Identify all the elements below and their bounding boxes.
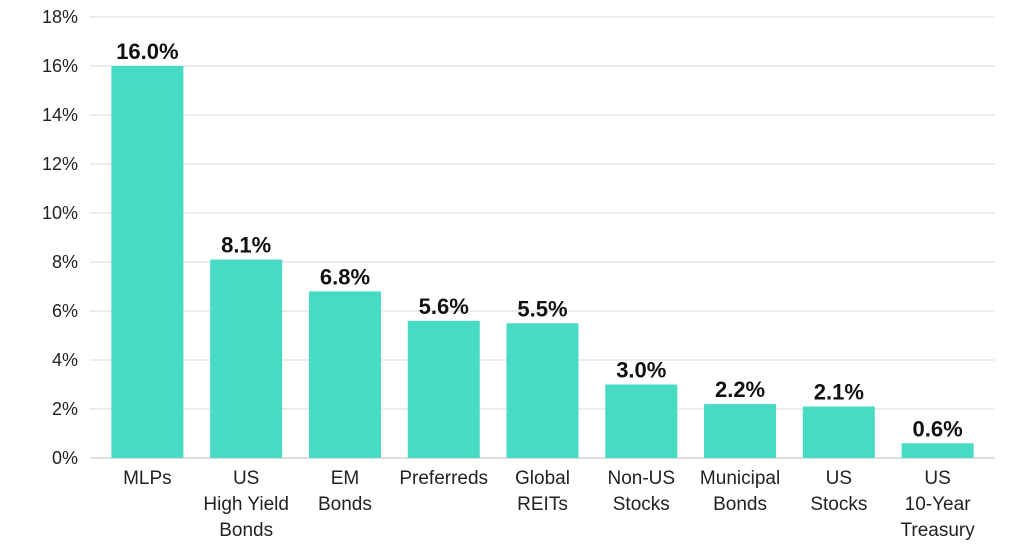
category-label: Non-US Stocks [607,468,675,515]
data-label: 2.1% [814,380,864,405]
bar [210,259,283,458]
bar [704,404,777,458]
bar [111,66,184,458]
y-tick-label: 18% [42,7,78,27]
data-label: 0.6% [913,416,963,441]
category-label: MLPs [123,468,172,489]
category-label: EM Bonds [318,468,372,515]
bar [605,384,678,458]
y-tick-label: 10% [42,203,78,223]
data-label: 16.0% [116,39,178,64]
y-tick-label: 12% [42,154,78,174]
data-label: 3.0% [616,358,666,383]
data-label: 6.8% [320,264,370,289]
y-tick-label: 0% [52,448,78,468]
category-label: US High Yield Bonds [203,468,289,541]
bar [901,443,974,458]
y-tick-label: 2% [52,399,78,419]
bar [308,291,381,458]
data-label: 2.2% [715,377,765,402]
y-tick-label: 14% [42,105,78,125]
data-label: 5.5% [517,296,567,321]
data-label: 5.6% [419,294,469,319]
bars [111,66,974,458]
y-tick-label: 16% [42,56,78,76]
x-axis-category-labels: MLPs US High Yield Bonds EM Bonds Preferreds Gl… [123,468,975,541]
data-labels: 16.0% 8.1% 6.8% 5.6% 5.5% 3.0% 2.2% 2.1% 0.6% [116,39,962,441]
category-label: Preferreds [399,468,488,489]
y-tick-label: 6% [52,301,78,321]
category-label: Municipal Bonds [700,468,780,515]
category-label: Global REITs [515,468,570,515]
category-label: US 10-Year Treasury [900,468,975,541]
bar [407,320,480,458]
data-label: 8.1% [221,233,271,258]
y-axis-tick-labels: 0% 2% 4% 6% 8% 10% 12% 14% 16% 18% [42,7,78,468]
category-label: US Stocks [810,468,867,515]
bar [506,323,579,458]
y-tick-label: 8% [52,252,78,272]
bar [802,406,875,458]
y-tick-label: 4% [52,350,78,370]
